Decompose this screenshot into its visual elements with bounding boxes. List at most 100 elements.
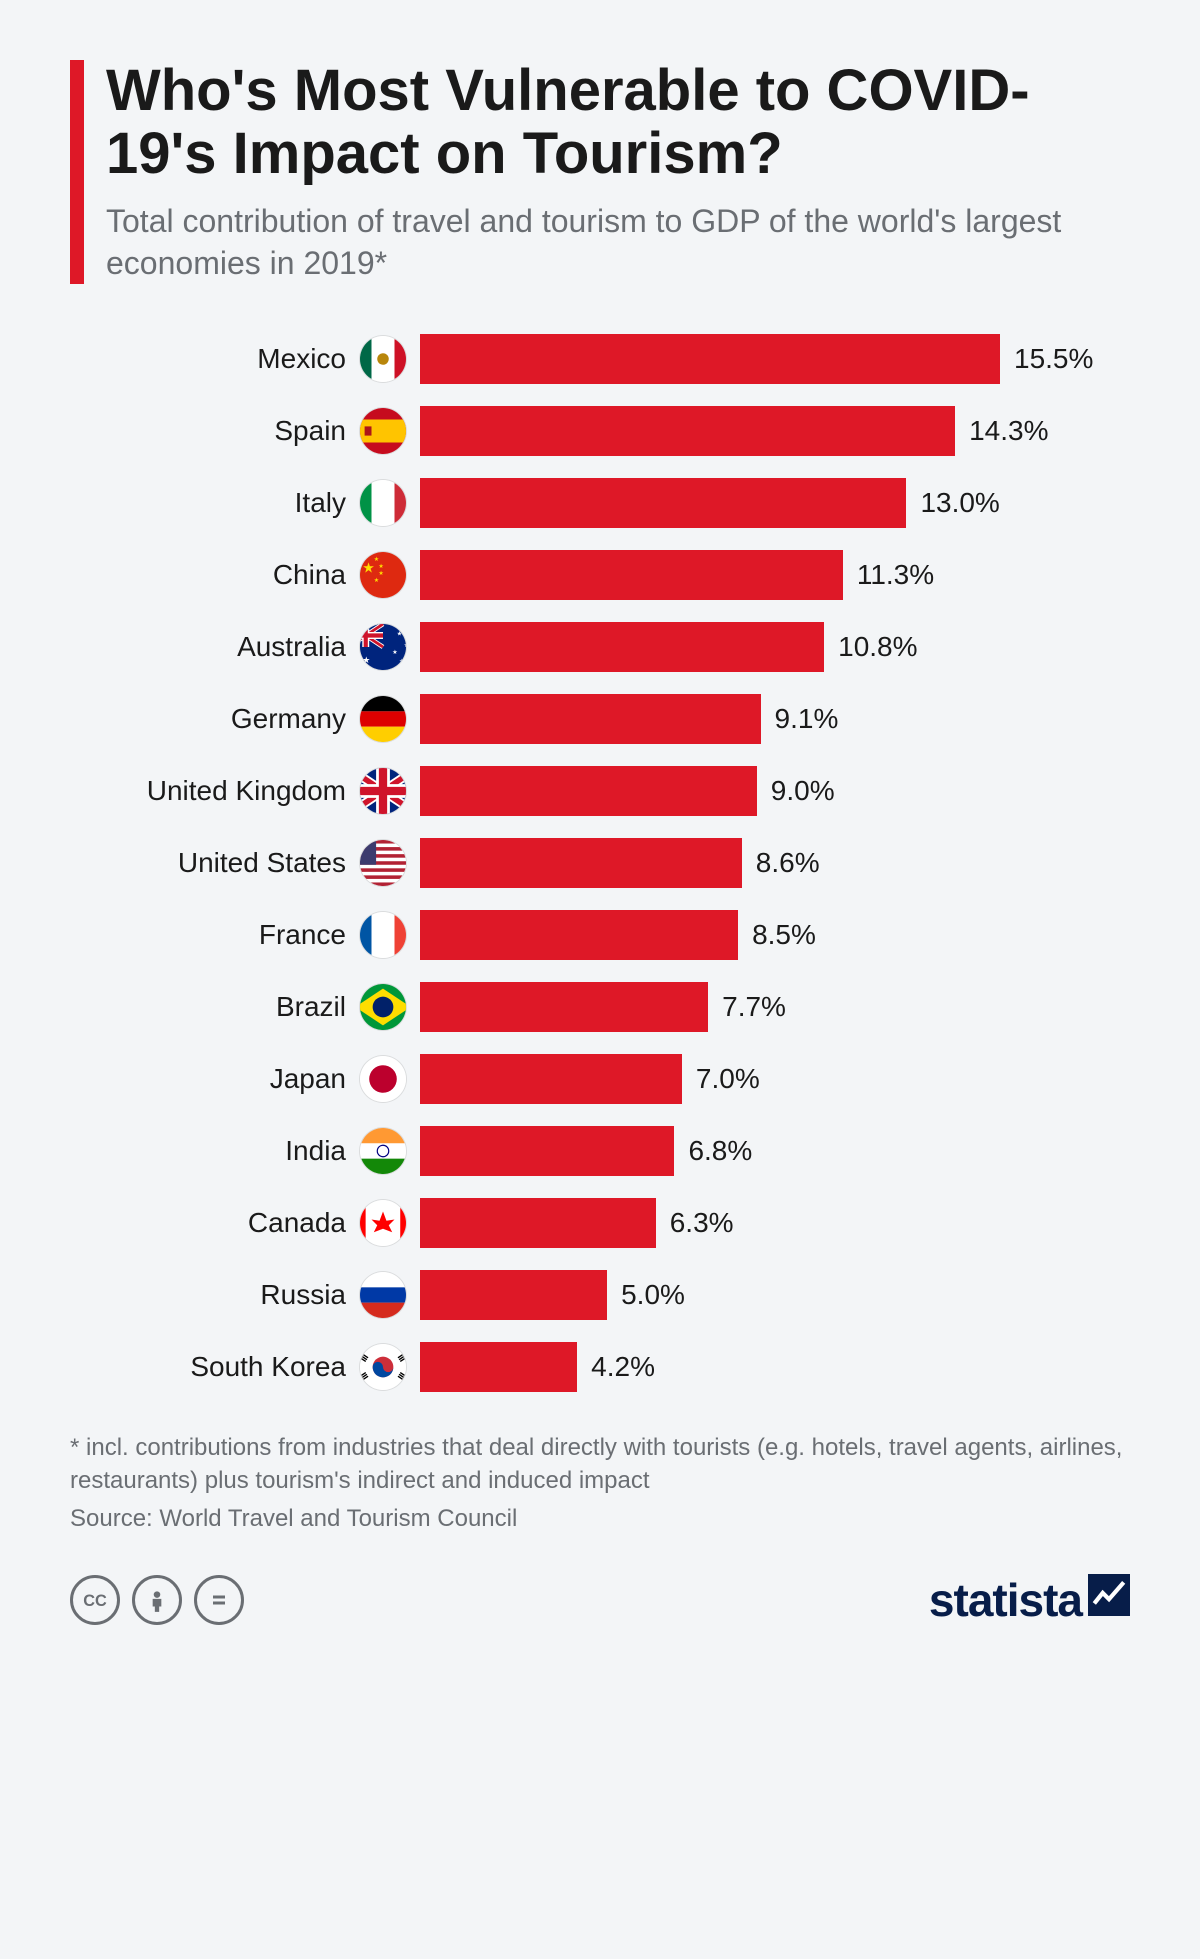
source-line: Source: World Travel and Tourism Council (70, 1505, 1130, 1533)
value-label: 8.6% (756, 847, 820, 879)
value-label: 15.5% (1014, 343, 1093, 375)
bar (420, 982, 708, 1032)
statista-logo: statista (929, 1573, 1130, 1627)
chart-row: Mexico 15.5% (110, 334, 1110, 384)
country-label: Italy (110, 487, 360, 519)
value-label: 7.0% (696, 1063, 760, 1095)
country-label: United States (110, 847, 360, 879)
chart-row: United Kingdom 9.0% (110, 766, 1110, 816)
chart-row: Italy 13.0% (110, 478, 1110, 528)
chart-row: India 6.8% (110, 1126, 1110, 1176)
svg-text:★: ★ (399, 659, 404, 666)
bar-area: 6.3% (420, 1198, 1110, 1248)
bar-area: 9.0% (420, 766, 1110, 816)
value-label: 7.7% (722, 991, 786, 1023)
logo-text: statista (929, 1573, 1082, 1627)
canada-flag-icon (360, 1200, 406, 1246)
china-flag-icon: ★★★★★ (360, 552, 406, 598)
bar-area: 4.2% (420, 1342, 1110, 1392)
usa-flag-icon (360, 840, 406, 886)
country-label: Australia (110, 631, 360, 663)
chart-row: France 8.5% (110, 910, 1110, 960)
svg-text:★: ★ (362, 656, 370, 666)
germany-flag-icon (360, 696, 406, 742)
by-icon (132, 1575, 182, 1625)
country-label: France (110, 919, 360, 951)
value-label: 11.3% (857, 559, 934, 591)
country-label: Mexico (110, 343, 360, 375)
country-label: China (110, 559, 360, 591)
country-label: Japan (110, 1063, 360, 1095)
value-label: 8.5% (752, 919, 816, 951)
australia-flag-icon: ★★★★★ (360, 624, 406, 670)
bar (420, 1126, 674, 1176)
chart-header: Who's Most Vulnerable to COVID-19's Impa… (70, 60, 1130, 284)
chart-row: Brazil 7.7% (110, 982, 1110, 1032)
france-flag-icon (360, 912, 406, 958)
bar-area: 8.6% (420, 838, 1110, 888)
bar (420, 550, 843, 600)
bar (420, 1270, 607, 1320)
southkorea-flag-icon (360, 1344, 406, 1390)
value-label: 13.0% (920, 487, 999, 519)
chart-row: Australia★★★★★10.8% (110, 622, 1110, 672)
svg-text:★: ★ (378, 564, 383, 571)
bar (420, 838, 742, 888)
chart-row: Japan 7.0% (110, 1054, 1110, 1104)
chart-row: United States 8.6% (110, 838, 1110, 888)
bar-area: 10.8% (420, 622, 1110, 672)
bar-area: 6.8% (420, 1126, 1110, 1176)
bar-area: 8.5% (420, 910, 1110, 960)
value-label: 5.0% (621, 1279, 685, 1311)
svg-text:★: ★ (374, 577, 379, 584)
value-label: 10.8% (838, 631, 917, 663)
value-label: 6.3% (670, 1207, 734, 1239)
svg-text:★: ★ (392, 649, 397, 656)
bar (420, 1198, 656, 1248)
country-label: United Kingdom (110, 775, 360, 807)
chart-row: Canada6.3% (110, 1198, 1110, 1248)
chart-row: Spain 14.3% (110, 406, 1110, 456)
bar (420, 910, 738, 960)
svg-text:★: ★ (378, 570, 383, 577)
uk-flag-icon (360, 768, 406, 814)
bar (420, 1342, 577, 1392)
spain-flag-icon (360, 408, 406, 454)
cc-icon: CC (70, 1575, 120, 1625)
mexico-flag-icon (360, 336, 406, 382)
country-label: Russia (110, 1279, 360, 1311)
chart-row: China★★★★★ 11.3% (110, 550, 1110, 600)
svg-text:★: ★ (374, 557, 379, 564)
japan-flag-icon (360, 1056, 406, 1102)
svg-text:★: ★ (404, 642, 406, 649)
russia-flag-icon (360, 1272, 406, 1318)
chart-row: Germany 9.1% (110, 694, 1110, 744)
nd-icon (194, 1575, 244, 1625)
bar-area: 14.3% (420, 406, 1110, 456)
country-label: India (110, 1135, 360, 1167)
bar (420, 622, 824, 672)
value-label: 9.1% (775, 703, 839, 735)
logo-mark-icon (1088, 1573, 1130, 1627)
country-label: Germany (110, 703, 360, 735)
country-label: Spain (110, 415, 360, 447)
bar (420, 694, 761, 744)
footer: CC statista (70, 1573, 1130, 1627)
svg-text:★: ★ (397, 631, 402, 638)
country-label: Brazil (110, 991, 360, 1023)
bar-area: 5.0% (420, 1270, 1110, 1320)
bar (420, 766, 757, 816)
brazil-flag-icon (360, 984, 406, 1030)
value-label: 14.3% (969, 415, 1048, 447)
bar-area: 9.1% (420, 694, 1110, 744)
value-label: 9.0% (771, 775, 835, 807)
svg-text:CC: CC (83, 1592, 107, 1610)
italy-flag-icon (360, 480, 406, 526)
bar-area: 13.0% (420, 478, 1110, 528)
bar (420, 478, 906, 528)
footnote: * incl. contributions from industries th… (70, 1432, 1130, 1497)
value-label: 6.8% (688, 1135, 752, 1167)
bar-area: 15.5% (420, 334, 1110, 384)
chart-subtitle: Total contribution of travel and tourism… (106, 201, 1130, 284)
india-flag-icon (360, 1128, 406, 1174)
